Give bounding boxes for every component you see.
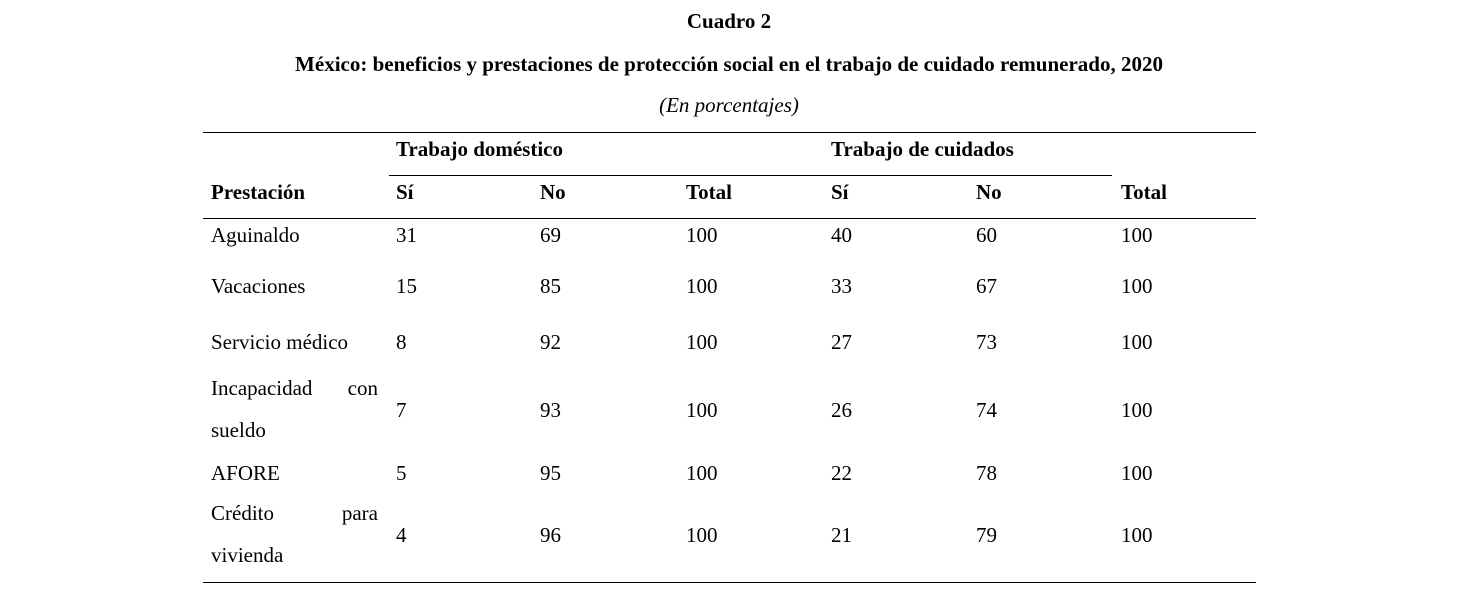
table-cell: 100	[1121, 223, 1153, 247]
group-header-trabajo-domestico: Trabajo doméstico	[396, 137, 564, 161]
table-bottom-rule	[203, 582, 1256, 583]
table-cell: 69	[540, 223, 561, 247]
table-cell: 27	[831, 330, 852, 354]
table-cell: 93	[540, 398, 561, 422]
table-cell: 100	[686, 330, 718, 354]
table-cell: 100	[1121, 523, 1153, 547]
table-cell: 31	[396, 223, 417, 247]
table-cell: 4	[396, 523, 407, 547]
table-cell: 21	[831, 523, 852, 547]
column-header-si: Sí	[831, 180, 849, 204]
table-cell: 60	[976, 223, 997, 247]
table-cell: 15	[396, 274, 417, 298]
table-cell: 100	[686, 274, 718, 298]
group-header-trabajo-cuidados: Trabajo de cuidados	[831, 137, 1014, 161]
caption-subtitle: (En porcentajes)	[659, 93, 799, 117]
table-cell: 79	[976, 523, 997, 547]
table-cell: 100	[686, 398, 718, 422]
table-cell: 8	[396, 330, 407, 354]
caption-number: Cuadro 2	[686, 9, 772, 33]
table-cell: 100	[686, 223, 718, 247]
table-cell: 74	[976, 398, 997, 422]
row-label: Vacaciones	[211, 274, 306, 298]
column-header-total: Total	[686, 180, 732, 204]
table-cell: 7	[396, 398, 407, 422]
table-top-rule	[203, 132, 1256, 133]
table-cell: 33	[831, 274, 852, 298]
table-cell: 100	[1121, 398, 1153, 422]
table-cell: 22	[831, 461, 852, 485]
table-cell: 26	[831, 398, 852, 422]
caption-title: México: beneficios y prestaciones de pro…	[295, 52, 1163, 76]
group-rule	[389, 175, 1112, 176]
row-label: Crédito para vivienda	[211, 501, 378, 567]
table-cell: 40	[831, 223, 852, 247]
table-cell: 100	[1121, 274, 1153, 298]
header-bottom-rule	[203, 218, 1256, 219]
table-cell: 5	[396, 461, 407, 485]
column-header-no: No	[540, 180, 566, 204]
table-cell: 100	[1121, 330, 1153, 354]
table-cell: 96	[540, 523, 561, 547]
row-label: Servicio médico	[211, 330, 349, 354]
table-cell: 73	[976, 330, 997, 354]
row-label: Incapacidad con sueldo	[211, 376, 378, 442]
column-header-si: Sí	[396, 180, 414, 204]
table-cell: 100	[686, 461, 718, 485]
column-header-prestacion: Prestación	[211, 180, 306, 204]
row-label: AFORE	[211, 461, 280, 485]
table-cell: 100	[1121, 461, 1153, 485]
table-cell: 92	[540, 330, 561, 354]
row-label: Aguinaldo	[211, 223, 300, 247]
table-cell: 100	[686, 523, 718, 547]
table-cell: 85	[540, 274, 561, 298]
column-header-no: No	[976, 180, 1002, 204]
table-cell: 95	[540, 461, 561, 485]
table-cell: 78	[976, 461, 997, 485]
column-header-total: Total	[1121, 180, 1167, 204]
table-cell: 67	[976, 274, 997, 298]
